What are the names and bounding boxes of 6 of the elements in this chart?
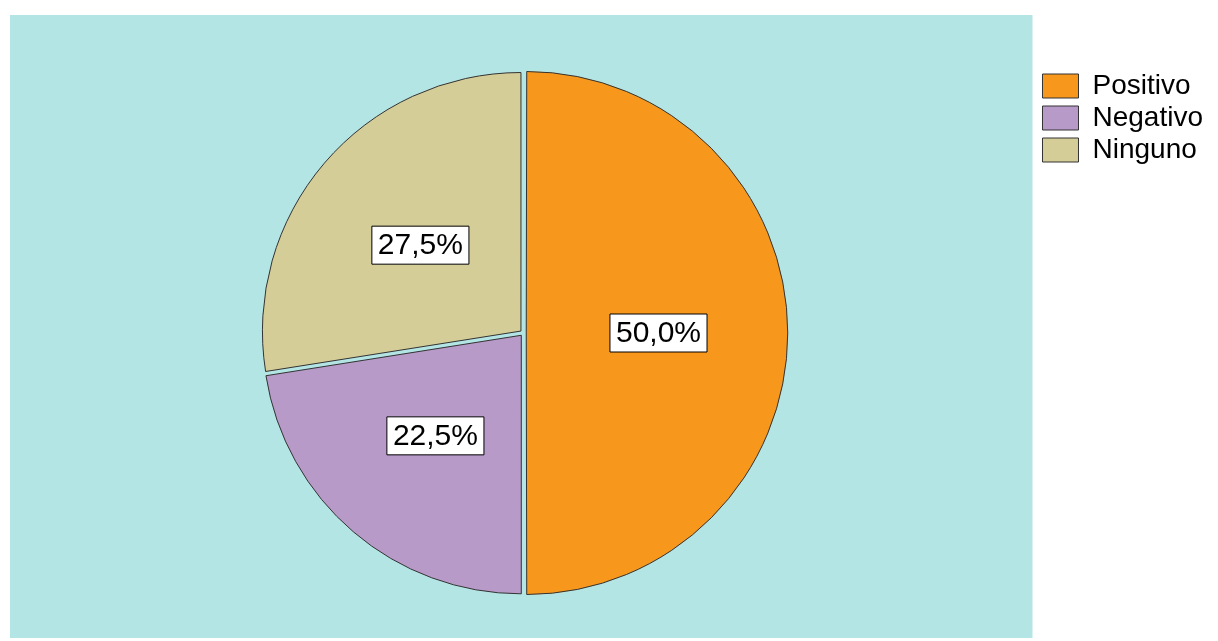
legend-label: Negativo	[1092, 100, 1204, 132]
data-label: 22,5%	[392, 418, 478, 452]
data-label: 50,0%	[615, 315, 702, 349]
data-label: 27,5%	[377, 227, 463, 261]
legend-label: Positivo	[1092, 68, 1191, 100]
legend-label: Ninguno	[1092, 132, 1197, 164]
